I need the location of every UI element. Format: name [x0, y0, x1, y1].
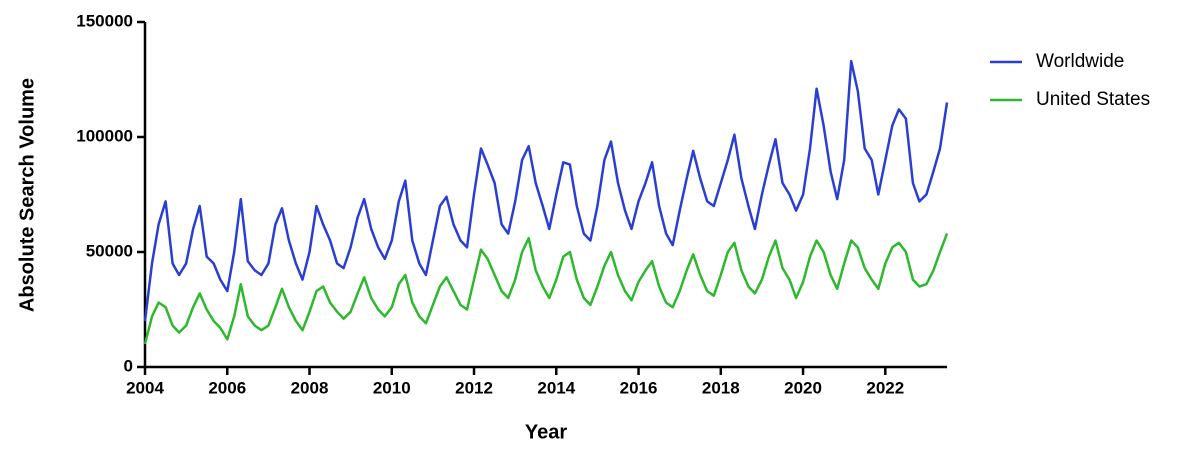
x-tick-label: 2004 — [126, 378, 164, 397]
x-tick-label: 2008 — [291, 378, 329, 397]
x-tick-label: 2018 — [702, 378, 740, 397]
x-tick-label: 2022 — [866, 378, 904, 397]
series-line — [143, 59, 949, 322]
legend-label: United States — [1036, 89, 1150, 110]
y-tick-label: 50000 — [86, 241, 133, 260]
y-tick-label: 150000 — [76, 11, 133, 30]
x-axis-label: Year — [525, 421, 567, 443]
x-tick-label: 2006 — [208, 378, 246, 397]
legend-label: Worldwide — [1036, 51, 1124, 72]
x-tick-label: 2012 — [455, 378, 493, 397]
x-tick-label: 2020 — [784, 378, 822, 397]
y-axis-label: Absolute Search Volume — [16, 78, 38, 312]
x-tick-label: 2010 — [373, 378, 411, 397]
x-tick-label: 2014 — [537, 378, 575, 397]
x-tick-label: 2016 — [620, 378, 658, 397]
y-tick-label: 0 — [124, 356, 133, 375]
y-tick-label: 100000 — [76, 126, 133, 145]
series-line — [143, 233, 949, 345]
